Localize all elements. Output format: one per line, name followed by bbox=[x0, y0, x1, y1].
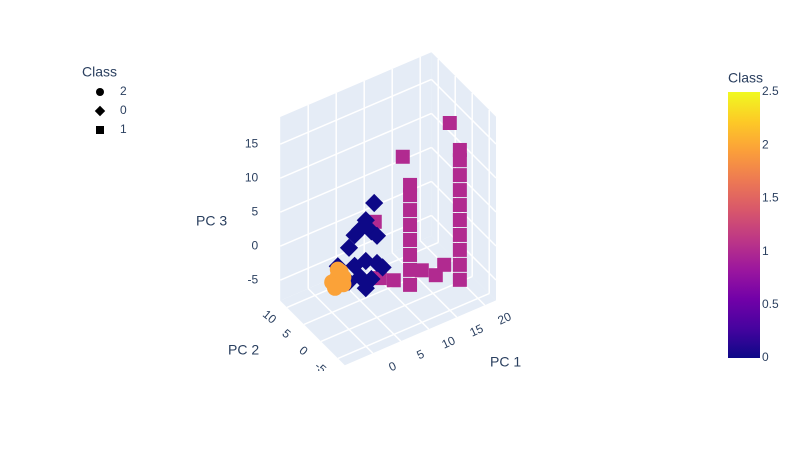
y-tick-label: 5 bbox=[279, 326, 293, 341]
x-tick-label: 20 bbox=[495, 309, 513, 327]
legend-symbol bbox=[94, 105, 106, 117]
point bbox=[452, 227, 467, 242]
legend-symbol bbox=[96, 88, 104, 96]
colorbar-tick-label: 0 bbox=[762, 350, 769, 364]
y-tick-label: 0 bbox=[296, 343, 310, 358]
legend-label: 0 bbox=[120, 103, 127, 117]
colorbar-tick-label: 1.5 bbox=[762, 191, 779, 205]
point bbox=[356, 251, 375, 271]
legend-title: Class bbox=[82, 64, 117, 80]
point bbox=[339, 238, 359, 257]
point bbox=[452, 168, 467, 183]
x-axis-title: PC 1 bbox=[490, 354, 521, 370]
point bbox=[395, 149, 410, 164]
grid-line bbox=[320, 275, 473, 343]
z-tick-label: 15 bbox=[245, 136, 259, 150]
z-tick-label: -5 bbox=[248, 272, 259, 286]
point bbox=[437, 257, 452, 272]
point bbox=[373, 258, 392, 277]
y-axis-title: PC 2 bbox=[228, 342, 259, 358]
legend-label: 2 bbox=[120, 84, 127, 98]
point bbox=[452, 257, 467, 272]
point bbox=[367, 226, 387, 245]
point bbox=[403, 218, 418, 233]
point bbox=[386, 273, 401, 288]
grid-line bbox=[391, 252, 458, 318]
point bbox=[442, 116, 457, 130]
grid-line bbox=[337, 292, 490, 360]
point bbox=[335, 276, 352, 293]
z-axis-title: PC 3 bbox=[196, 213, 227, 229]
point bbox=[403, 262, 418, 277]
point bbox=[403, 277, 418, 292]
grid-line bbox=[430, 78, 497, 145]
point bbox=[403, 177, 418, 192]
point bbox=[362, 222, 381, 241]
point bbox=[329, 261, 346, 278]
grid-line bbox=[419, 240, 486, 306]
z-tick-label: 10 bbox=[245, 170, 259, 184]
colorbar-tick-label: 2 bbox=[762, 137, 769, 151]
point bbox=[365, 193, 384, 213]
colorbar-title: Class bbox=[728, 70, 763, 86]
x-tick-label: 15 bbox=[467, 321, 485, 339]
point bbox=[403, 247, 418, 262]
z-tick-label: 5 bbox=[252, 204, 259, 218]
colorbar-tick-label: 0.5 bbox=[762, 297, 779, 311]
z-tick-label: 0 bbox=[252, 238, 259, 252]
legend-symbol bbox=[96, 126, 104, 134]
y-tick-label: 10 bbox=[260, 307, 279, 327]
point bbox=[403, 203, 418, 218]
point bbox=[356, 211, 375, 230]
point bbox=[452, 198, 467, 213]
point bbox=[345, 256, 364, 275]
point bbox=[452, 242, 467, 257]
point bbox=[452, 272, 467, 287]
grid-line bbox=[307, 288, 374, 354]
grid-line bbox=[279, 112, 432, 179]
point bbox=[403, 233, 418, 247]
y-tick-label: -5 bbox=[312, 359, 329, 377]
point bbox=[452, 213, 467, 227]
legend-label: 1 bbox=[120, 122, 127, 136]
colorbar-tick-label: 2.5 bbox=[762, 84, 779, 98]
point bbox=[345, 226, 364, 245]
point bbox=[452, 142, 467, 157]
point bbox=[452, 183, 467, 198]
colorbar-tick-label: 1 bbox=[762, 244, 769, 258]
x-tick-label: 5 bbox=[414, 347, 426, 363]
x-tick-label: 0 bbox=[386, 359, 398, 375]
grid-line bbox=[279, 78, 432, 145]
colorbar bbox=[728, 92, 760, 358]
point bbox=[414, 263, 429, 278]
point bbox=[356, 279, 375, 298]
x-tick-label: 10 bbox=[439, 333, 457, 351]
back-wall bbox=[280, 52, 432, 301]
